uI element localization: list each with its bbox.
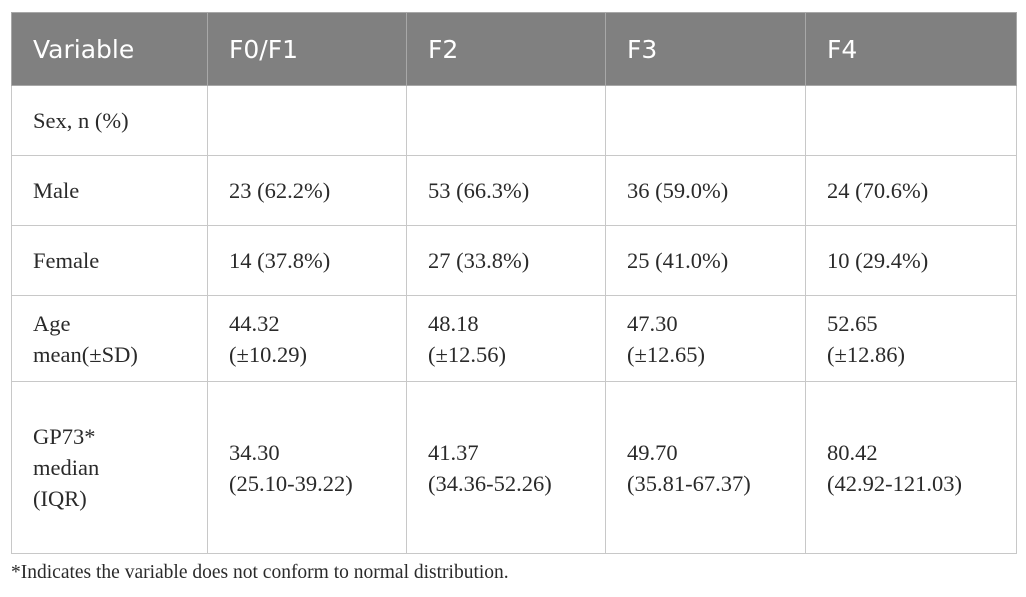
cell-text: mean(±SD) [33,341,138,367]
cell-text: 23 (62.2%) [229,178,331,203]
table-cell [406,85,606,156]
cell-text: Sex, n (%) [33,108,129,133]
row-label: Sex, n (%) [11,85,208,156]
table-cell: 49.70 (35.81-67.37) [605,381,806,554]
table-cell: 48.18 (±12.56) [406,295,606,382]
table-row: Male 23 (62.2%) 53 (66.3%) 36 (59.0%) 24 (70… [11,155,1017,226]
cell-text: (34.36-52.26) [428,470,552,496]
cell-text: 14 (37.8%) [229,248,331,273]
cell-text: (±10.29) [229,341,307,367]
table-cell: 34.30 (25.10-39.22) [207,381,407,554]
cell-text: Male [33,178,80,203]
cell-text: 34.30 [229,439,280,465]
cell-text: 10 (29.4%) [827,248,929,273]
cell-text: median [33,455,100,480]
table-cell: 27 (33.8%) [406,225,606,296]
table-cell: 80.42 (42.92-121.03) [805,381,1017,554]
table-cell: 25 (41.0%) [605,225,806,296]
row-label: Female [11,225,208,296]
table-row: Female 14 (37.8%) 27 (33.8%) 25 (41.0%) 10 (… [11,225,1017,296]
table-cell [207,85,407,156]
table-cell: 23 (62.2%) [207,155,407,226]
table-cell: 53 (66.3%) [406,155,606,226]
cell-text: 27 (33.8%) [428,248,530,273]
table-row: Sex, n (%) [11,85,1017,156]
cell-text: GP73* [33,424,96,449]
header-f3: F3 [605,12,806,86]
table-cell: 47.30 (±12.65) [605,295,806,382]
cell-text: 25 (41.0%) [627,248,729,273]
cell-text: (25.10-39.22) [229,470,353,496]
cell-text: 48.18 [428,310,479,336]
table-row: GP73* median (IQR) 34.30 (25.10-39.22) 41.37 (… [11,381,1017,554]
cell-text: 53 (66.3%) [428,178,530,203]
table-cell: 36 (59.0%) [605,155,806,226]
table-cell [605,85,806,156]
footnote: *Indicates the variable does not conform… [11,562,509,583]
cell-text: 47.30 [627,310,678,336]
data-table: Variable F0/F1 F2 F3 F4 Sex, n (%) Male 23… [11,12,1017,554]
header-f0-f1: F0/F1 [207,12,407,86]
header-f2: F2 [406,12,606,86]
table-cell [805,85,1017,156]
table-cell: 14 (37.8%) [207,225,407,296]
cell-text: 36 (59.0%) [627,178,729,203]
cell-text: (±12.65) [627,341,705,367]
cell-text: 41.37 [428,439,479,465]
cell-text: 49.70 [627,439,678,465]
cell-text: 80.42 [827,439,878,465]
row-label: Age mean(±SD) [11,295,208,382]
cell-text: (42.92-121.03) [827,470,962,496]
table-cell: 24 (70.6%) [805,155,1017,226]
header-row: Variable F0/F1 F2 F3 F4 [11,12,1017,86]
cell-text: (35.81-67.37) [627,470,751,496]
row-label: GP73* median (IQR) [11,381,208,554]
table-cell: 41.37 (34.36-52.26) [406,381,606,554]
cell-text: (±12.86) [827,341,905,367]
header-f4: F4 [805,12,1017,86]
header-variable: Variable [11,12,208,86]
table-cell: 44.32 (±10.29) [207,295,407,382]
cell-text: 44.32 [229,310,280,336]
table-cell: 10 (29.4%) [805,225,1017,296]
row-label: Male [11,155,208,226]
table-cell: 52.65 (±12.86) [805,295,1017,382]
cell-text: (±12.56) [428,341,506,367]
cell-text: Age [33,310,71,336]
table-row: Age mean(±SD) 44.32 (±10.29) 48.18 (±12.56) 47… [11,295,1017,382]
cell-text: Female [33,248,100,273]
cell-text: 52.65 [827,310,878,336]
cell-text: 24 (70.6%) [827,178,929,203]
cell-text: (IQR) [33,486,87,511]
